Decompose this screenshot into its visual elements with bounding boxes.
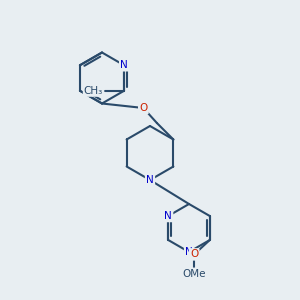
- Text: O: O: [139, 103, 148, 113]
- Text: N: N: [164, 211, 172, 221]
- Text: CH₃: CH₃: [84, 86, 103, 96]
- Text: OMe: OMe: [182, 269, 206, 279]
- Text: N: N: [146, 175, 154, 185]
- Text: N: N: [185, 247, 193, 257]
- Text: N: N: [120, 60, 128, 70]
- Text: O: O: [190, 249, 198, 260]
